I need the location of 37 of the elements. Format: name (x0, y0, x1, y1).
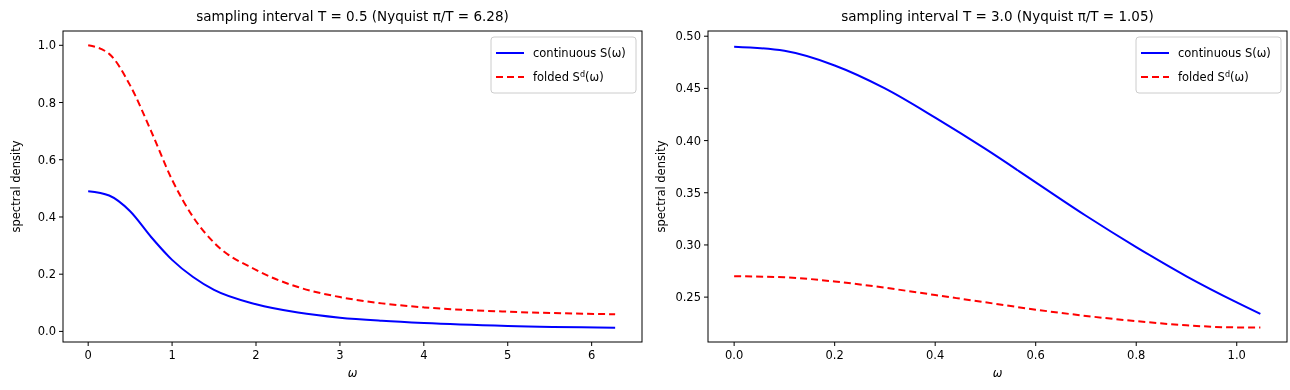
x-tick-label: 0.0 (724, 348, 744, 362)
y-tick-label: 0.8 (37, 95, 56, 110)
x-tick-label: 0.6 (1026, 348, 1045, 362)
x-tick-label: 1 (168, 348, 176, 362)
y-tick-label: 0.4 (37, 209, 56, 224)
chart-title: sampling interval T = 0.5 (Nyquist π/T = 6.28) (196, 8, 509, 24)
y-tick-label: 0.2 (37, 267, 56, 282)
x-axis-title: ω (347, 366, 358, 380)
x-axis-title: ω (992, 366, 1003, 380)
y-axis-title: spectral density (654, 140, 668, 233)
y-tick-label: 0.6 (37, 152, 56, 167)
y-tick-label: 0.30 (675, 237, 701, 252)
y-tick-label: 0.45 (675, 81, 701, 96)
x-tick-label: 3 (336, 348, 344, 362)
legend-label: folded S$^{d}$(ω) (1178, 69, 1249, 84)
x-tick-label: 0.2 (825, 348, 844, 362)
x-tick-label: 4 (420, 348, 428, 362)
legend-label: continuous S(ω) (1178, 46, 1271, 60)
chart-title: sampling interval T = 3.0 (Nyquist π/T = 1.05) (841, 8, 1154, 24)
x-tick-label: 2 (252, 348, 260, 362)
x-tick-label: 1.0 (1227, 348, 1246, 362)
y-tick-label: 1.0 (37, 38, 56, 53)
y-tick-label: 0.0 (37, 324, 56, 339)
x-tick-label: 5 (504, 348, 512, 362)
line-series (733, 275, 1262, 329)
y-axis-title: spectral density (9, 140, 23, 233)
legend-label: continuous S(ω) (533, 46, 626, 60)
x-tick-label: 0.4 (926, 348, 945, 362)
x-tick-label: 6 (587, 348, 596, 362)
y-tick-label: 0.35 (675, 185, 701, 200)
x-tick-label: 0.8 (1127, 348, 1146, 362)
legend-label: folded S$^{d}$(ω) (533, 69, 604, 84)
y-tick-label: 0.40 (675, 133, 701, 148)
line-series (87, 190, 617, 329)
y-tick-label: 0.25 (675, 290, 701, 305)
y-tick-label: 0.50 (675, 29, 701, 44)
x-tick-label: 0 (84, 348, 92, 362)
